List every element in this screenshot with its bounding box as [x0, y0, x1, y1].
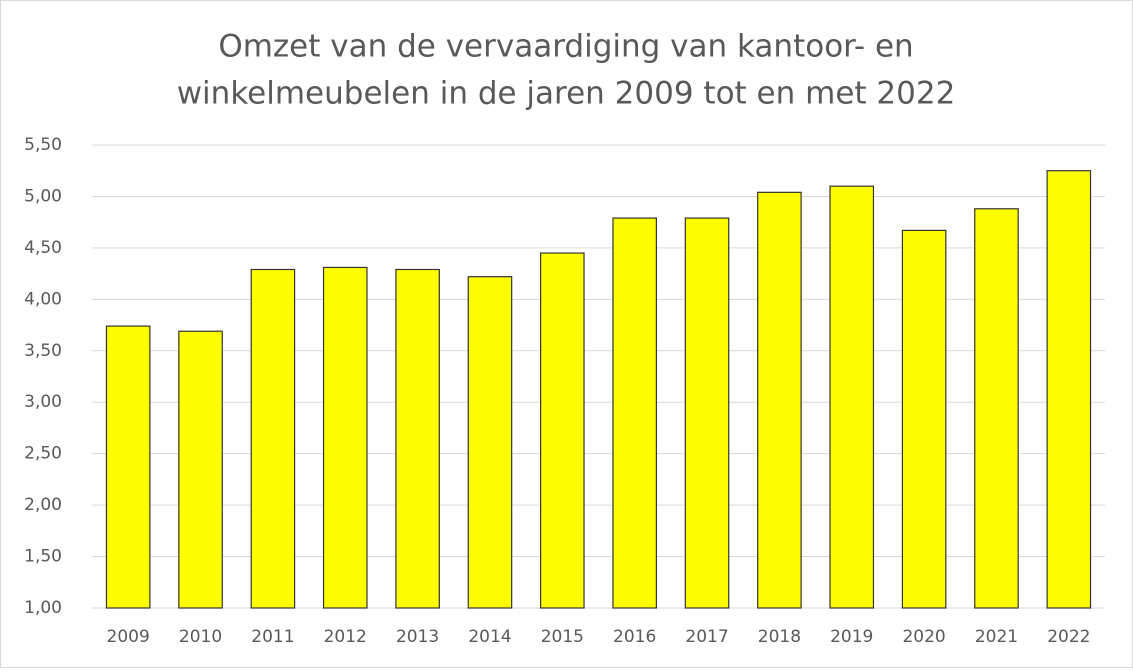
bar [612, 217, 657, 609]
x-tick-label: 2018 [758, 627, 801, 647]
x-tick-label: 2010 [179, 627, 222, 647]
x-tick-label: 2012 [324, 627, 367, 647]
bar [684, 217, 730, 609]
x-tick-label: 2011 [251, 627, 294, 647]
bar [105, 325, 151, 609]
bar [322, 266, 368, 609]
x-tick-label: 2009 [107, 627, 150, 647]
x-tick-label: 2019 [830, 627, 873, 647]
x-tick-label: 2020 [902, 627, 945, 647]
bar [757, 191, 802, 609]
y-tick-label: 5,50 [24, 135, 62, 155]
bar [901, 229, 947, 609]
y-tick-label: 4,50 [24, 238, 62, 258]
y-tick-label: 2,50 [24, 444, 62, 464]
bar [250, 268, 296, 609]
chart-title: winkelmeubelen in de jaren 2009 tot en m… [177, 76, 956, 112]
y-tick-label: 3,50 [24, 341, 62, 361]
x-tick-label: 2015 [541, 627, 584, 647]
y-tick-label: 1,00 [24, 598, 62, 618]
bar [1046, 170, 1092, 609]
x-tick-label: 2021 [975, 627, 1018, 647]
x-tick-label: 2016 [613, 627, 656, 647]
y-tick-label: 5,00 [24, 186, 62, 206]
y-tick-label: 1,50 [24, 547, 62, 567]
bar [395, 268, 440, 609]
bar [974, 208, 1019, 609]
x-tick-label: 2022 [1047, 627, 1090, 647]
x-tick-label: 2013 [396, 627, 439, 647]
bar [829, 185, 875, 609]
y-tick-label: 2,00 [24, 495, 62, 515]
y-tick-label: 3,00 [24, 392, 62, 412]
y-tick-label: 4,00 [24, 289, 62, 309]
bar [467, 276, 513, 609]
chart-title: Omzet van de vervaardiging van kantoor- … [218, 29, 913, 65]
bar [178, 330, 223, 609]
x-tick-label: 2014 [468, 627, 511, 647]
x-tick-label: 2017 [685, 627, 728, 647]
bar [540, 252, 585, 609]
